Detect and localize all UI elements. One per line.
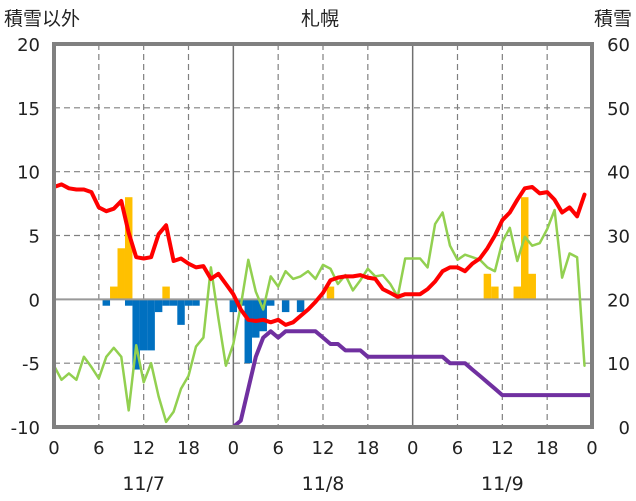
precip-bar-down [132, 299, 140, 370]
x-tick-label: 18 [356, 438, 379, 459]
precip-bar-down [192, 299, 200, 306]
y-right-tick-label: 30 [607, 227, 630, 248]
precip-bar-down [162, 299, 170, 306]
precip-bar-down [184, 299, 193, 306]
x-tick-label: 0 [407, 438, 418, 459]
x-tick-label: 0 [48, 438, 59, 459]
grid-layer [54, 44, 592, 427]
precip-bar-down [296, 299, 305, 313]
precip-bar-up [110, 286, 118, 300]
precip-bar-down [252, 299, 260, 338]
precipitation-bars [102, 197, 536, 370]
precip-bar-up [124, 197, 133, 300]
precip-bar-up [528, 273, 536, 300]
x-tick-label: 12 [132, 438, 155, 459]
y-right-axis-title: 積雪 [594, 8, 632, 30]
y-left-tick-label: 10 [17, 163, 40, 184]
dewpoint-line [52, 208, 586, 424]
series-lines [52, 182, 594, 429]
precip-bar-down [124, 299, 133, 306]
x-tick-label: 18 [177, 438, 200, 459]
y-left-tick-label: -10 [11, 418, 40, 439]
x-tick-label: 0 [228, 438, 239, 459]
y-right-tick-label: 0 [619, 418, 630, 439]
temperature-line [52, 182, 587, 327]
y-right-tick-label: 40 [607, 163, 630, 184]
y-left-tick-label: 0 [29, 290, 40, 311]
day-label: 11/7 [122, 473, 165, 495]
precip-bar-down [154, 299, 163, 313]
y-left-tick-label: 15 [17, 99, 40, 120]
x-tick-label: 0 [586, 438, 597, 459]
y-right-tick-label: 20 [607, 290, 630, 311]
precip-bar-down [102, 299, 111, 306]
x-tick-label: 6 [93, 438, 104, 459]
precip-bar-down [259, 299, 267, 332]
y-left-tick-label: -5 [22, 354, 40, 375]
precip-bar-down [266, 299, 275, 306]
y-right-tick-label: 10 [607, 354, 630, 375]
plot-frame [52, 42, 594, 429]
precip-bar-down [244, 299, 253, 364]
chart-title: 札幌 [301, 8, 339, 30]
day-label: 11/8 [302, 473, 345, 495]
precip-bar-up [117, 248, 125, 300]
precip-bar-down [147, 299, 155, 351]
y-right-tick-label: 60 [607, 35, 630, 56]
precip-bar-up [162, 286, 170, 300]
precip-bar-up [521, 197, 529, 300]
precip-bar-down [177, 299, 185, 325]
x-tick-label: 6 [452, 438, 463, 459]
y-right-tick-label: 50 [607, 99, 630, 120]
precip-bar-down [169, 299, 178, 306]
x-tick-label: 6 [272, 438, 283, 459]
precip-bar-up [513, 286, 522, 300]
precip-bar-down [281, 299, 290, 313]
precip-bar-down [229, 299, 238, 313]
day-label: 11/9 [481, 473, 524, 495]
x-tick-label: 12 [491, 438, 514, 459]
y-left-tick-label: 20 [17, 35, 40, 56]
y-left-axis-title: 積雪以外 [4, 8, 80, 30]
precip-bar-up [483, 273, 492, 300]
x-tick-label: 12 [312, 438, 335, 459]
precip-bar-up [491, 286, 499, 300]
precip-bar-down [139, 299, 148, 351]
x-tick-label: 18 [536, 438, 559, 459]
precip-bar-up [326, 286, 335, 300]
snow_depth-line [52, 329, 594, 429]
y-left-tick-label: 5 [29, 227, 40, 248]
